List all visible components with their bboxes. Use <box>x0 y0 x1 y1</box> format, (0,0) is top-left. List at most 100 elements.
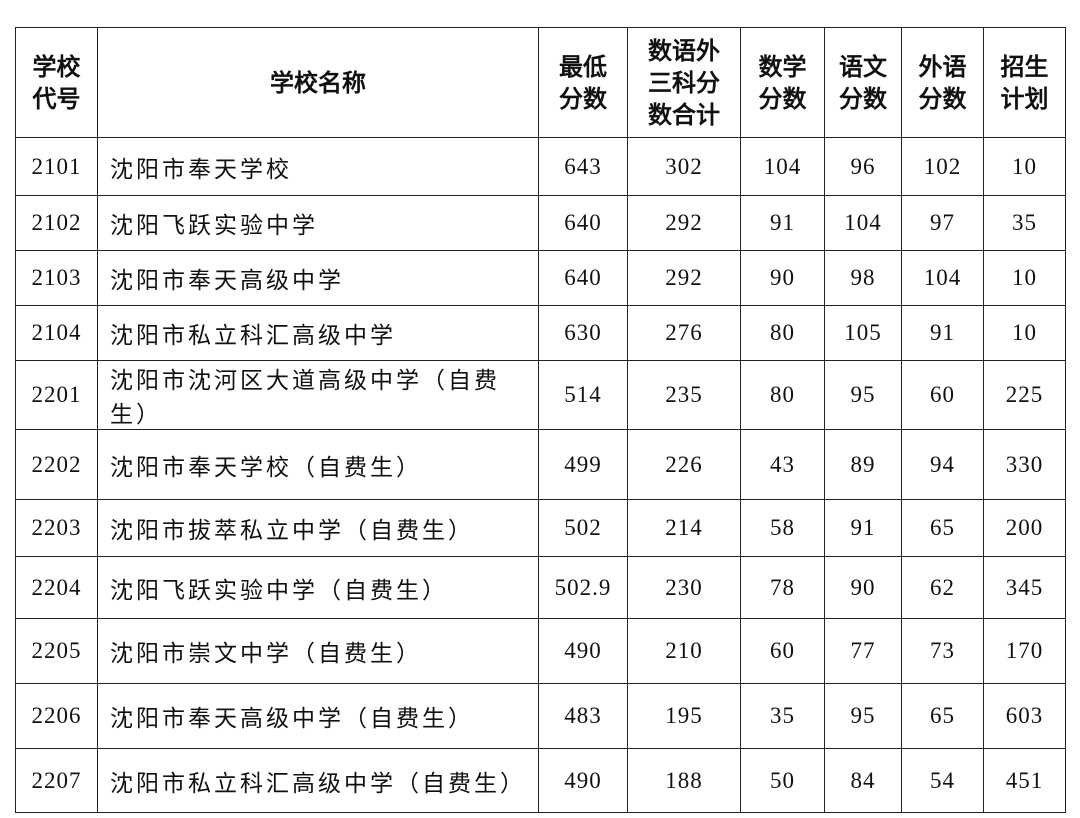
school-name-cell: 沈阳飞跃实验中学 <box>97 195 539 251</box>
table-row: 2206 沈阳市奉天高级中学（自费生） 483 195 35 95 65 603 <box>15 683 1066 749</box>
table-cell: 84 <box>824 748 902 813</box>
table-cell: 2104 <box>15 305 98 361</box>
table-cell: 502.9 <box>538 556 628 619</box>
table-cell: 2203 <box>15 499 98 557</box>
table-cell: 98 <box>824 250 902 306</box>
table-cell: 60 <box>740 618 825 684</box>
table-cell: 292 <box>627 250 741 306</box>
table-row: 2104 沈阳市私立科汇高级中学 630 276 80 105 91 10 <box>15 305 1066 361</box>
table-cell: 102 <box>901 137 984 196</box>
table-cell: 91 <box>824 499 902 557</box>
table-cell: 2103 <box>15 250 98 306</box>
table-cell: 35 <box>983 195 1066 251</box>
table-row: 2201 沈阳市沈河区大道高级中学（自费生） 514 235 80 95 60 225 <box>15 360 1066 430</box>
table-cell: 62 <box>901 556 984 619</box>
table-cell: 210 <box>627 618 741 684</box>
table-cell: 94 <box>901 429 984 500</box>
table-cell: 90 <box>824 556 902 619</box>
table-cell: 292 <box>627 195 741 251</box>
table-body: 2101 沈阳市奉天学校 643 302 104 96 102 10 2102 沈阳飞跃实验中学 6… <box>15 137 1066 813</box>
header-cell: 数语外 三科分 数合计 <box>627 27 741 138</box>
table-cell: 60 <box>901 360 984 430</box>
table-cell: 2202 <box>15 429 98 500</box>
table-cell: 2204 <box>15 556 98 619</box>
score-table: 学校 代号 学校名称 最低 分数 数语外 三科分 数合计 数学 分数 语文 分数 外语 分数… <box>15 27 1066 813</box>
table-cell: 97 <box>901 195 984 251</box>
header-cell: 招生 计划 <box>983 27 1066 138</box>
table-cell: 640 <box>538 250 628 306</box>
table-cell: 214 <box>627 499 741 557</box>
school-name-cell: 沈阳市奉天高级中学（自费生） <box>97 683 539 749</box>
table-cell: 91 <box>740 195 825 251</box>
table-cell: 490 <box>538 748 628 813</box>
table-cell: 10 <box>983 137 1066 196</box>
table-cell: 226 <box>627 429 741 500</box>
table-cell: 90 <box>740 250 825 306</box>
school-name-cell: 沈阳市拔萃私立中学（自费生） <box>97 499 539 557</box>
table-cell: 95 <box>824 683 902 749</box>
table-cell: 630 <box>538 305 628 361</box>
table-cell: 91 <box>901 305 984 361</box>
table-cell: 514 <box>538 360 628 430</box>
school-name-cell: 沈阳市奉天学校（自费生） <box>97 429 539 500</box>
table-cell: 2201 <box>15 360 98 430</box>
table-cell: 43 <box>740 429 825 500</box>
school-name-cell: 沈阳市奉天学校 <box>97 137 539 196</box>
school-name-cell: 沈阳市沈河区大道高级中学（自费生） <box>97 360 539 430</box>
table-cell: 276 <box>627 305 741 361</box>
table-cell: 603 <box>983 683 1066 749</box>
table-cell: 345 <box>983 556 1066 619</box>
table-cell: 73 <box>901 618 984 684</box>
table-cell: 104 <box>740 137 825 196</box>
school-name-cell: 沈阳市崇文中学（自费生） <box>97 618 539 684</box>
table-cell: 499 <box>538 429 628 500</box>
table-row: 2101 沈阳市奉天学校 643 302 104 96 102 10 <box>15 137 1066 196</box>
table-cell: 104 <box>824 195 902 251</box>
table-cell: 2205 <box>15 618 98 684</box>
table-cell: 104 <box>901 250 984 306</box>
table-row: 2207 沈阳市私立科汇高级中学（自费生） 490 188 50 84 54 451 <box>15 748 1066 813</box>
school-name-cell: 沈阳市私立科汇高级中学 <box>97 305 539 361</box>
table-cell: 58 <box>740 499 825 557</box>
table-cell: 89 <box>824 429 902 500</box>
table-cell: 95 <box>824 360 902 430</box>
table-cell: 235 <box>627 360 741 430</box>
table-cell: 54 <box>901 748 984 813</box>
table-row: 2103 沈阳市奉天高级中学 640 292 90 98 104 10 <box>15 250 1066 306</box>
table-cell: 188 <box>627 748 741 813</box>
header-cell: 数学 分数 <box>740 27 825 138</box>
table-cell: 78 <box>740 556 825 619</box>
header-cell: 外语 分数 <box>901 27 984 138</box>
header-cell: 学校 代号 <box>15 27 98 138</box>
table-cell: 483 <box>538 683 628 749</box>
table-cell: 640 <box>538 195 628 251</box>
header-cell: 语文 分数 <box>824 27 902 138</box>
table-cell: 10 <box>983 250 1066 306</box>
table-cell: 35 <box>740 683 825 749</box>
table-cell: 225 <box>983 360 1066 430</box>
table-cell: 490 <box>538 618 628 684</box>
table-cell: 105 <box>824 305 902 361</box>
table-row: 2202 沈阳市奉天学校（自费生） 499 226 43 89 94 330 <box>15 429 1066 500</box>
table-cell: 2102 <box>15 195 98 251</box>
table-row: 2205 沈阳市崇文中学（自费生） 490 210 60 77 73 170 <box>15 618 1066 684</box>
header-cell: 最低 分数 <box>538 27 628 138</box>
table-cell: 170 <box>983 618 1066 684</box>
header-cell: 学校名称 <box>97 27 539 138</box>
table-cell: 200 <box>983 499 1066 557</box>
table-row: 2102 沈阳飞跃实验中学 640 292 91 104 97 35 <box>15 195 1066 251</box>
table-cell: 65 <box>901 683 984 749</box>
header-row: 学校 代号 学校名称 最低 分数 数语外 三科分 数合计 数学 分数 语文 分数 外语 分数… <box>15 27 1066 138</box>
table-cell: 330 <box>983 429 1066 500</box>
table-cell: 80 <box>740 305 825 361</box>
table-cell: 50 <box>740 748 825 813</box>
table-cell: 302 <box>627 137 741 196</box>
table-cell: 502 <box>538 499 628 557</box>
table-cell: 65 <box>901 499 984 557</box>
table-cell: 77 <box>824 618 902 684</box>
table-cell: 451 <box>983 748 1066 813</box>
table-row: 2204 沈阳飞跃实验中学（自费生） 502.9 230 78 90 62 345 <box>15 556 1066 619</box>
table-cell: 230 <box>627 556 741 619</box>
table-cell: 643 <box>538 137 628 196</box>
